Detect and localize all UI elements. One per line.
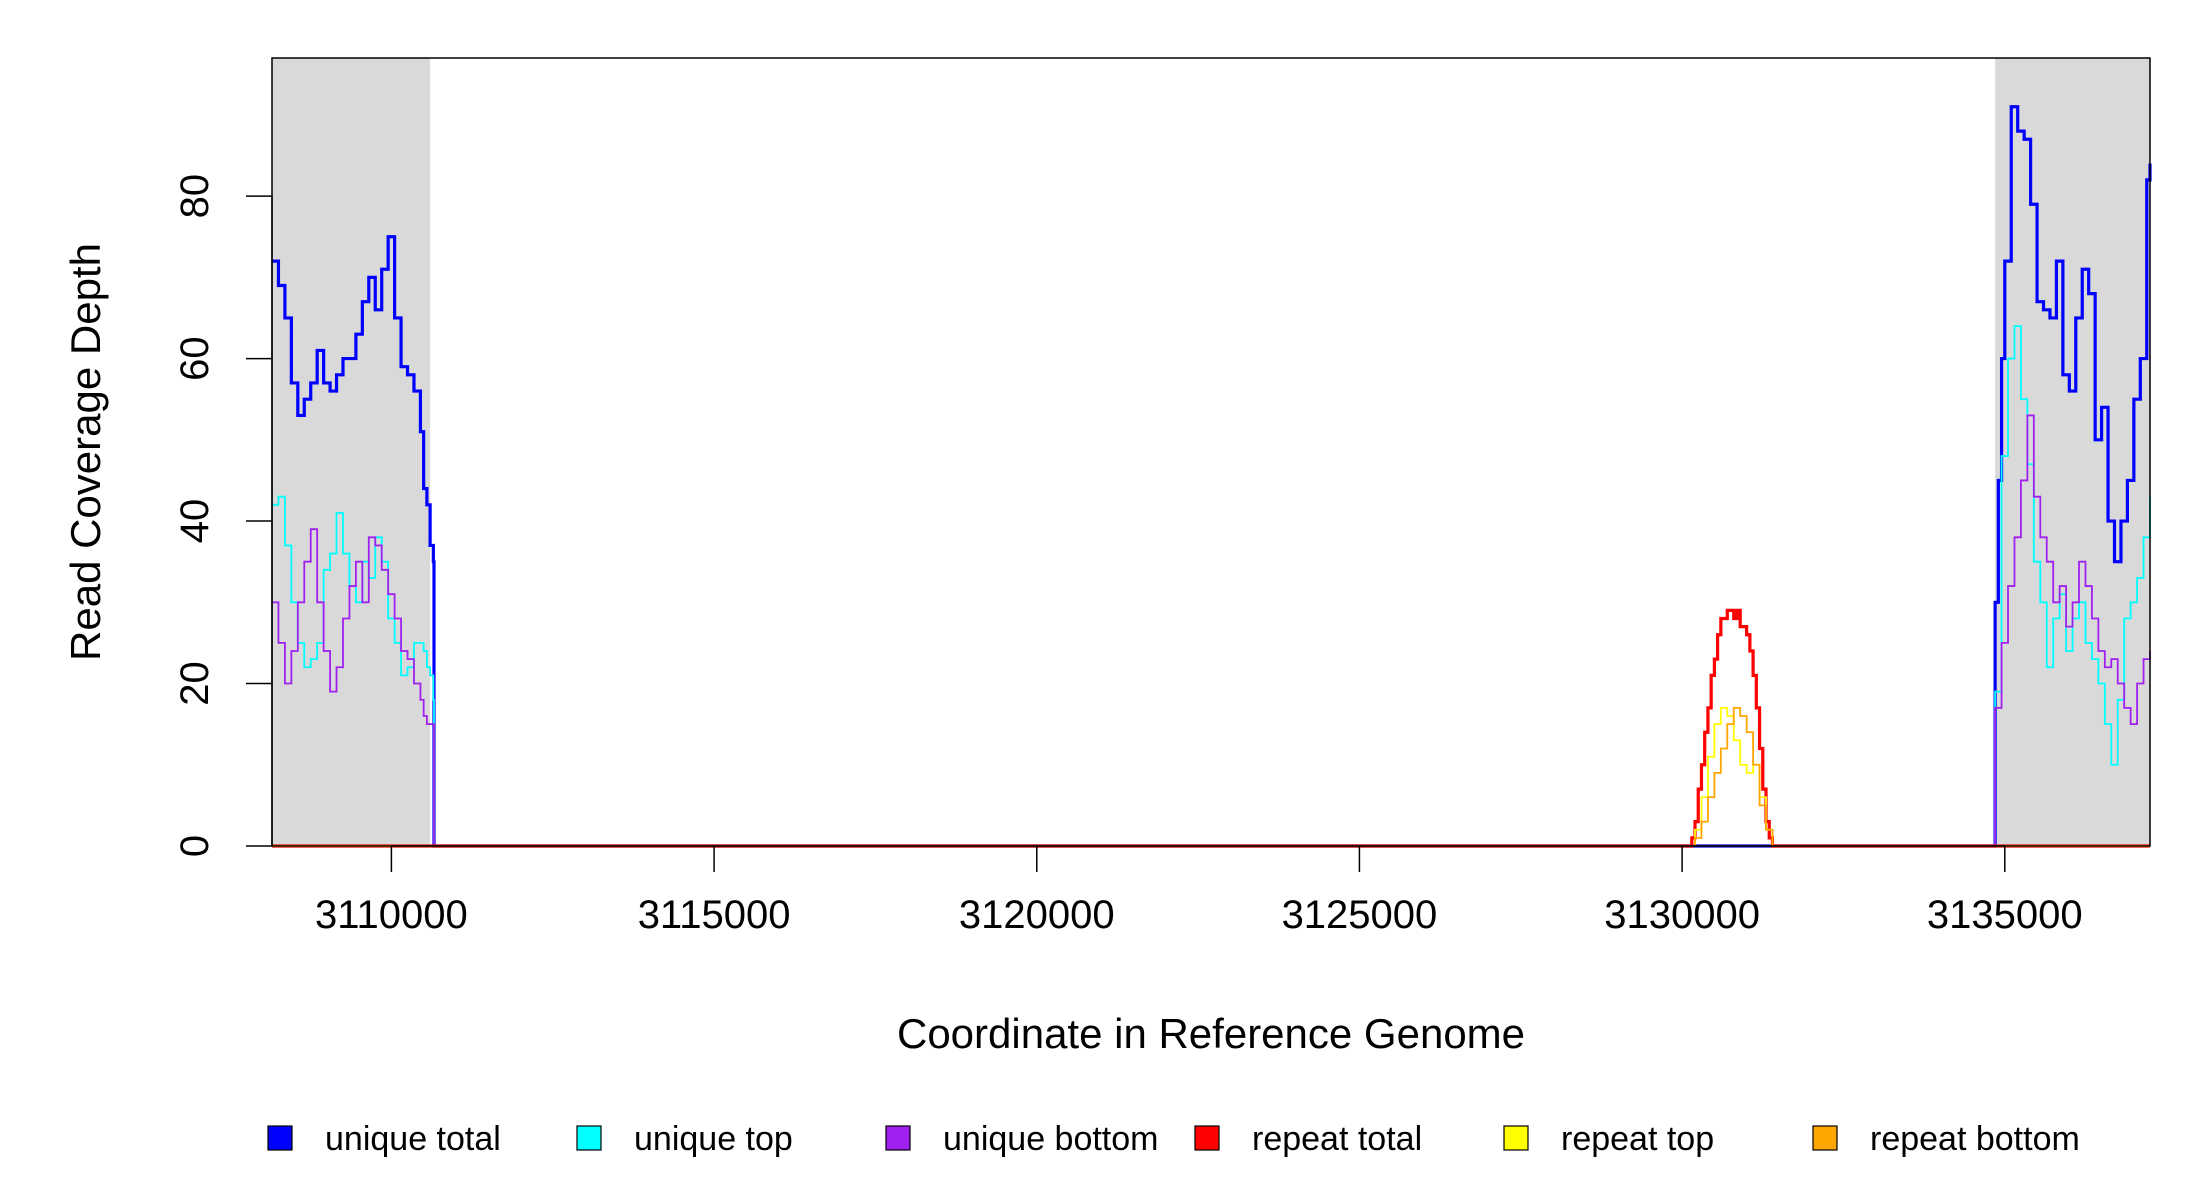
x-axis-label: Coordinate in Reference Genome [897, 1010, 1525, 1057]
y-tick-label: 80 [173, 174, 217, 219]
series-unique-bottom [272, 414, 2151, 847]
legend-label: repeat top [1561, 1120, 1714, 1158]
legend-swatch [885, 1125, 911, 1151]
legend-label: unique bottom [943, 1120, 1159, 1158]
legend-item-unique-top: unique top [576, 1120, 793, 1158]
legend-swatch [1812, 1125, 1838, 1151]
y-tick-label: 40 [173, 499, 217, 544]
x-tick-label: 3110000 [315, 893, 468, 937]
x-axis: 3110000 3115000 3120000 3125000 3130000 31350… [315, 845, 2083, 937]
y-axis-label: Read Coverage Depth [62, 243, 109, 661]
legend-label: unique top [634, 1120, 793, 1158]
series-repeat-bottom [272, 706, 2150, 847]
x-tick-label: 3135000 [1927, 893, 2083, 937]
legend-swatch [1503, 1125, 1529, 1151]
legend-label: unique total [325, 1120, 501, 1158]
legend-item-repeat-total: repeat total [1194, 1120, 1422, 1158]
shaded-region-0 [272, 58, 431, 846]
plot-box [271, 57, 2151, 847]
legend-swatch [576, 1125, 602, 1151]
y-tick-label: 0 [173, 835, 217, 857]
legend-swatch [267, 1125, 293, 1151]
x-tick-label: 3130000 [1604, 893, 1760, 937]
legend-item-repeat-top: repeat top [1503, 1120, 1714, 1158]
legend: unique total unique top unique bottom repea… [267, 1120, 2080, 1158]
x-tick-label: 3120000 [959, 893, 1115, 937]
legend-item-repeat-bottom: repeat bottom [1812, 1120, 2080, 1158]
legend-label: repeat total [1252, 1120, 1422, 1158]
y-axis: 0 20 40 60 80 [173, 174, 273, 857]
shaded-region-1 [1995, 58, 2150, 846]
y-tick-label: 60 [173, 336, 217, 381]
series-unique-total [272, 105, 2152, 848]
legend-item-unique-total: unique total [267, 1120, 501, 1158]
y-tick-label: 20 [173, 661, 217, 706]
legend-swatch [1194, 1125, 1220, 1151]
legend-label: repeat bottom [1870, 1120, 2080, 1158]
legend-item-unique-bottom: unique bottom [885, 1120, 1159, 1158]
x-tick-label: 3125000 [1282, 893, 1438, 937]
shaded-regions [272, 58, 2150, 846]
series-lines [272, 105, 2152, 848]
x-tick-label: 3115000 [638, 893, 791, 937]
series-repeat-total [272, 608, 2150, 848]
series-repeat-top [272, 706, 2150, 847]
series-unique-top [272, 325, 2151, 847]
